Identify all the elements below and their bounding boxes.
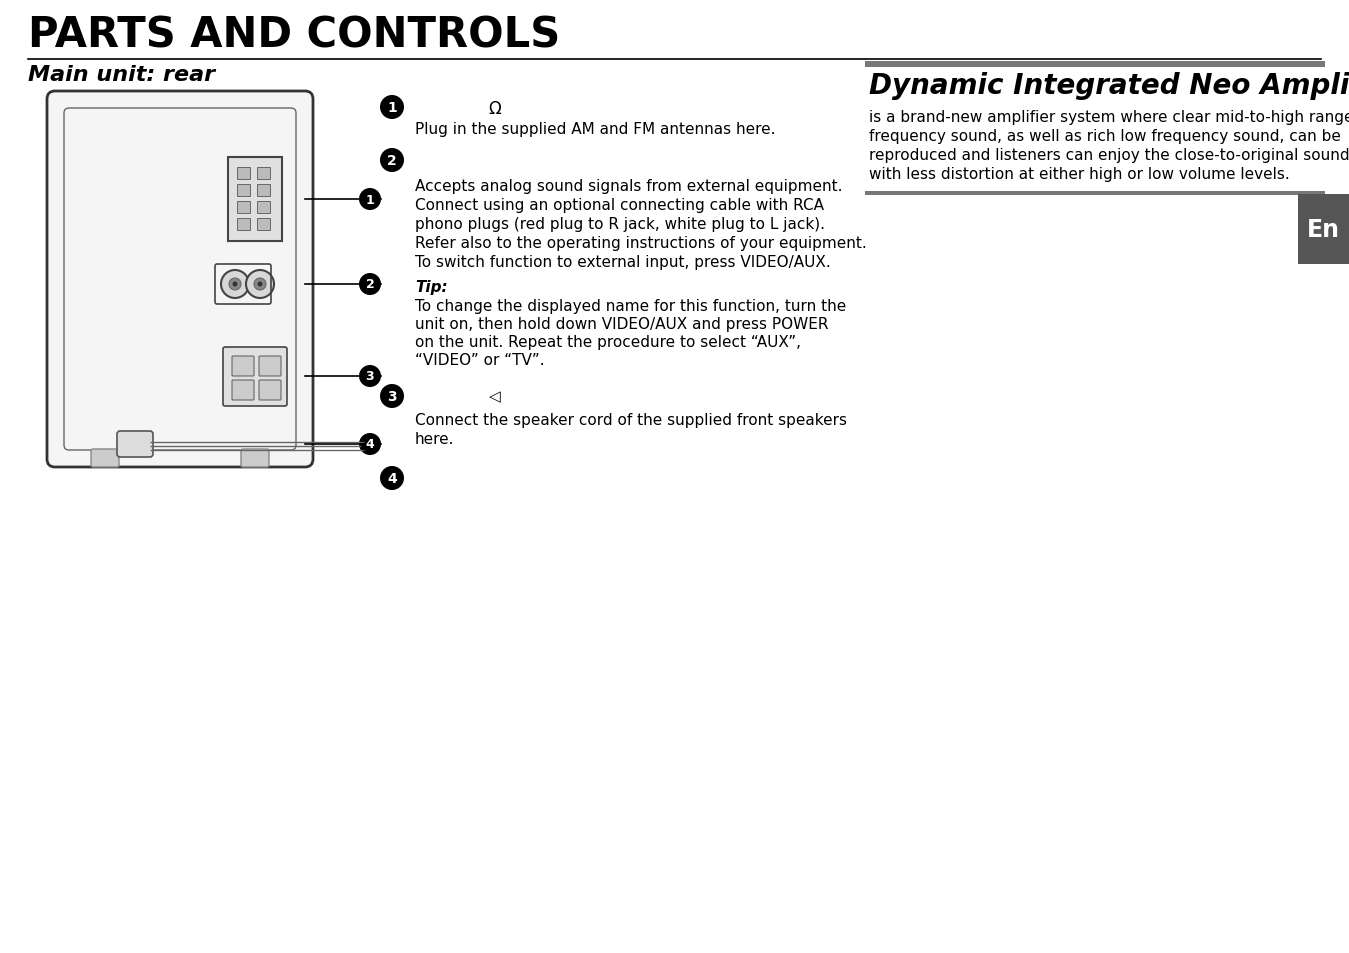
Circle shape — [229, 278, 241, 291]
FancyBboxPatch shape — [47, 91, 313, 468]
Text: 4: 4 — [387, 472, 397, 485]
Bar — [237, 219, 250, 231]
Text: phono plugs (red plug to R jack, white plug to L jack).: phono plugs (red plug to R jack, white p… — [415, 216, 826, 232]
Bar — [258, 202, 270, 213]
Text: Connect using an optional connecting cable with RCA: Connect using an optional connecting cab… — [415, 198, 824, 213]
Text: 2: 2 — [387, 153, 397, 168]
Circle shape — [359, 434, 380, 456]
Text: Plug in the supplied AM and FM antennas here.: Plug in the supplied AM and FM antennas … — [415, 122, 776, 137]
FancyBboxPatch shape — [259, 356, 281, 376]
Text: 1: 1 — [366, 193, 375, 206]
Circle shape — [359, 274, 380, 295]
Circle shape — [380, 385, 403, 409]
Circle shape — [380, 467, 403, 491]
Text: ◁: ◁ — [490, 389, 500, 403]
Circle shape — [258, 282, 263, 287]
Circle shape — [359, 189, 380, 211]
Text: Connect the speaker cord of the supplied front speakers: Connect the speaker cord of the supplied… — [415, 413, 847, 428]
Circle shape — [380, 96, 403, 120]
FancyBboxPatch shape — [241, 450, 268, 468]
Text: reproduced and listeners can enjoy the close-to-original sound: reproduced and listeners can enjoy the c… — [869, 148, 1349, 163]
Text: En: En — [1307, 218, 1340, 242]
Text: To switch function to external input, press VIDEO/AUX.: To switch function to external input, pr… — [415, 254, 831, 270]
Bar — [258, 219, 270, 231]
Text: Main unit: rear: Main unit: rear — [28, 65, 214, 85]
Circle shape — [221, 271, 250, 298]
Text: 1: 1 — [387, 101, 397, 115]
Text: 4: 4 — [366, 438, 375, 451]
Bar — [865, 192, 1325, 195]
Bar — [237, 168, 250, 180]
Circle shape — [232, 282, 237, 287]
Bar — [1298, 194, 1349, 265]
Bar — [237, 202, 250, 213]
Text: Refer also to the operating instructions of your equipment.: Refer also to the operating instructions… — [415, 235, 867, 251]
Text: PARTS AND CONTROLS: PARTS AND CONTROLS — [28, 15, 560, 57]
FancyBboxPatch shape — [232, 380, 254, 400]
Text: “VIDEO” or “TV”.: “VIDEO” or “TV”. — [415, 353, 545, 368]
Text: Ω: Ω — [488, 100, 502, 118]
Text: To change the displayed name for this function, turn the: To change the displayed name for this fu… — [415, 298, 846, 314]
FancyBboxPatch shape — [228, 158, 282, 242]
Circle shape — [380, 149, 403, 172]
Bar — [258, 168, 270, 180]
Circle shape — [359, 366, 380, 388]
Bar — [258, 185, 270, 196]
Text: is a brand-new amplifier system where clear mid-to-high range: is a brand-new amplifier system where cl… — [869, 110, 1349, 125]
Text: here.: here. — [415, 432, 455, 447]
Circle shape — [246, 271, 274, 298]
FancyBboxPatch shape — [259, 380, 281, 400]
FancyBboxPatch shape — [117, 432, 152, 457]
Text: Accepts analog sound signals from external equipment.: Accepts analog sound signals from extern… — [415, 179, 843, 193]
Text: 2: 2 — [366, 278, 375, 292]
Text: Dynamic Integrated Neo Amplifier: Dynamic Integrated Neo Amplifier — [869, 71, 1349, 100]
Text: Tip:: Tip: — [415, 280, 448, 294]
FancyBboxPatch shape — [232, 356, 254, 376]
Circle shape — [254, 278, 266, 291]
Text: 3: 3 — [366, 370, 374, 383]
Text: 3: 3 — [387, 390, 397, 403]
Text: frequency sound, as well as rich low frequency sound, can be: frequency sound, as well as rich low fre… — [869, 129, 1341, 144]
Text: on the unit. Repeat the procedure to select “AUX”,: on the unit. Repeat the procedure to sel… — [415, 335, 801, 350]
FancyBboxPatch shape — [223, 348, 287, 407]
FancyBboxPatch shape — [90, 450, 119, 468]
Text: unit on, then hold down VIDEO/AUX and press POWER: unit on, then hold down VIDEO/AUX and pr… — [415, 316, 828, 332]
Bar — [865, 62, 1325, 68]
Text: with less distortion at either high or low volume levels.: with less distortion at either high or l… — [869, 167, 1290, 182]
Bar — [237, 185, 250, 196]
